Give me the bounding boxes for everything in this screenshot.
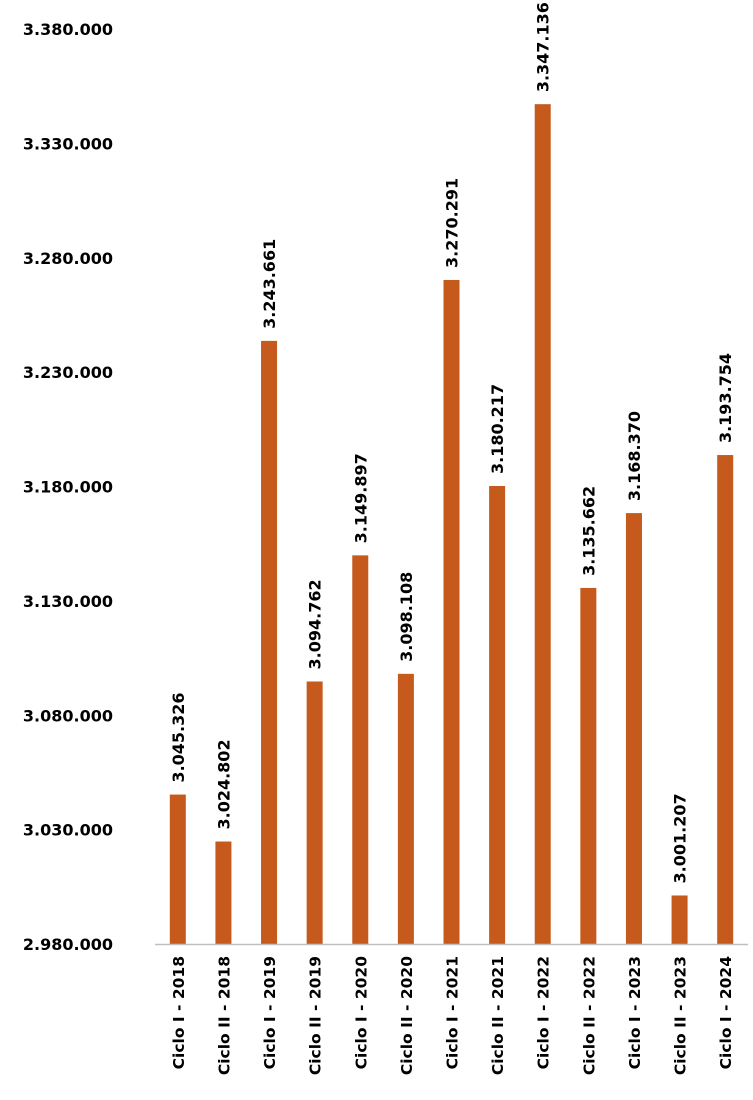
y-tick-label: 3.230.000	[23, 363, 113, 382]
data-label: 3.024.802	[214, 739, 233, 829]
bar	[397, 673, 414, 944]
bar	[215, 841, 232, 944]
bar	[580, 587, 597, 944]
x-tick-label: Ciclo I - 2022	[535, 956, 553, 1069]
data-label: 3.270.291	[443, 178, 462, 268]
x-tick-label: Ciclo II - 2019	[307, 956, 325, 1075]
x-axis: Ciclo I - 2018 Ciclo II - 2018 Ciclo I - 2…	[170, 956, 735, 1075]
y-tick-label: 3.380.000	[23, 20, 113, 39]
data-label: 3.193.754	[716, 353, 735, 443]
data-label: 3.243.661	[260, 239, 279, 329]
x-tick-label: Ciclo I - 2021	[444, 956, 462, 1069]
bar	[625, 513, 642, 944]
x-tick-label: Ciclo II - 2018	[215, 956, 233, 1075]
x-tick-label: Ciclo I - 2024	[717, 956, 735, 1070]
data-label: 3.001.207	[671, 793, 690, 883]
bar	[443, 279, 460, 944]
y-tick-label: 3.080.000	[23, 706, 113, 725]
bar	[261, 340, 278, 944]
bars	[169, 104, 734, 945]
y-tick-label: 3.030.000	[23, 821, 113, 840]
y-tick-label: 3.330.000	[23, 134, 113, 153]
y-tick-label: 2.980.000	[23, 935, 113, 954]
x-tick-label: Ciclo I - 2019	[261, 956, 279, 1069]
data-label: 3.098.108	[397, 572, 416, 662]
bar	[169, 794, 186, 944]
x-tick-label: Ciclo II - 2022	[580, 956, 598, 1075]
x-tick-label: Ciclo I - 2023	[626, 956, 644, 1069]
bar	[717, 455, 734, 944]
data-label: 3.347.136	[534, 2, 553, 92]
bar	[352, 555, 369, 944]
x-tick-label: Ciclo I - 2018	[170, 956, 188, 1069]
data-label: 3.168.370	[625, 411, 644, 501]
x-tick-label: Ciclo II - 2021	[489, 956, 507, 1075]
bar	[489, 486, 506, 944]
data-label: 3.094.762	[306, 579, 325, 669]
bar	[534, 104, 551, 945]
y-axis: 2.980.000 3.030.000 3.080.000 3.130.000 3.18…	[23, 20, 113, 954]
y-tick-label: 3.130.000	[23, 592, 113, 611]
x-tick-label: Ciclo I - 2020	[352, 956, 370, 1070]
bar	[306, 681, 323, 944]
x-tick-label: Ciclo II - 2023	[672, 956, 690, 1075]
data-labels: 3.045.326 3.024.802 3.243.661 3.094.762 3.14…	[169, 2, 735, 883]
bar	[671, 895, 688, 944]
data-label: 3.149.897	[351, 453, 370, 543]
x-tick-label: Ciclo II - 2020	[398, 956, 416, 1075]
y-tick-label: 3.180.000	[23, 478, 113, 497]
y-tick-label: 3.280.000	[23, 249, 113, 268]
data-label: 3.180.217	[488, 384, 507, 474]
data-label: 3.045.326	[169, 692, 188, 782]
data-label: 3.135.662	[579, 486, 598, 576]
